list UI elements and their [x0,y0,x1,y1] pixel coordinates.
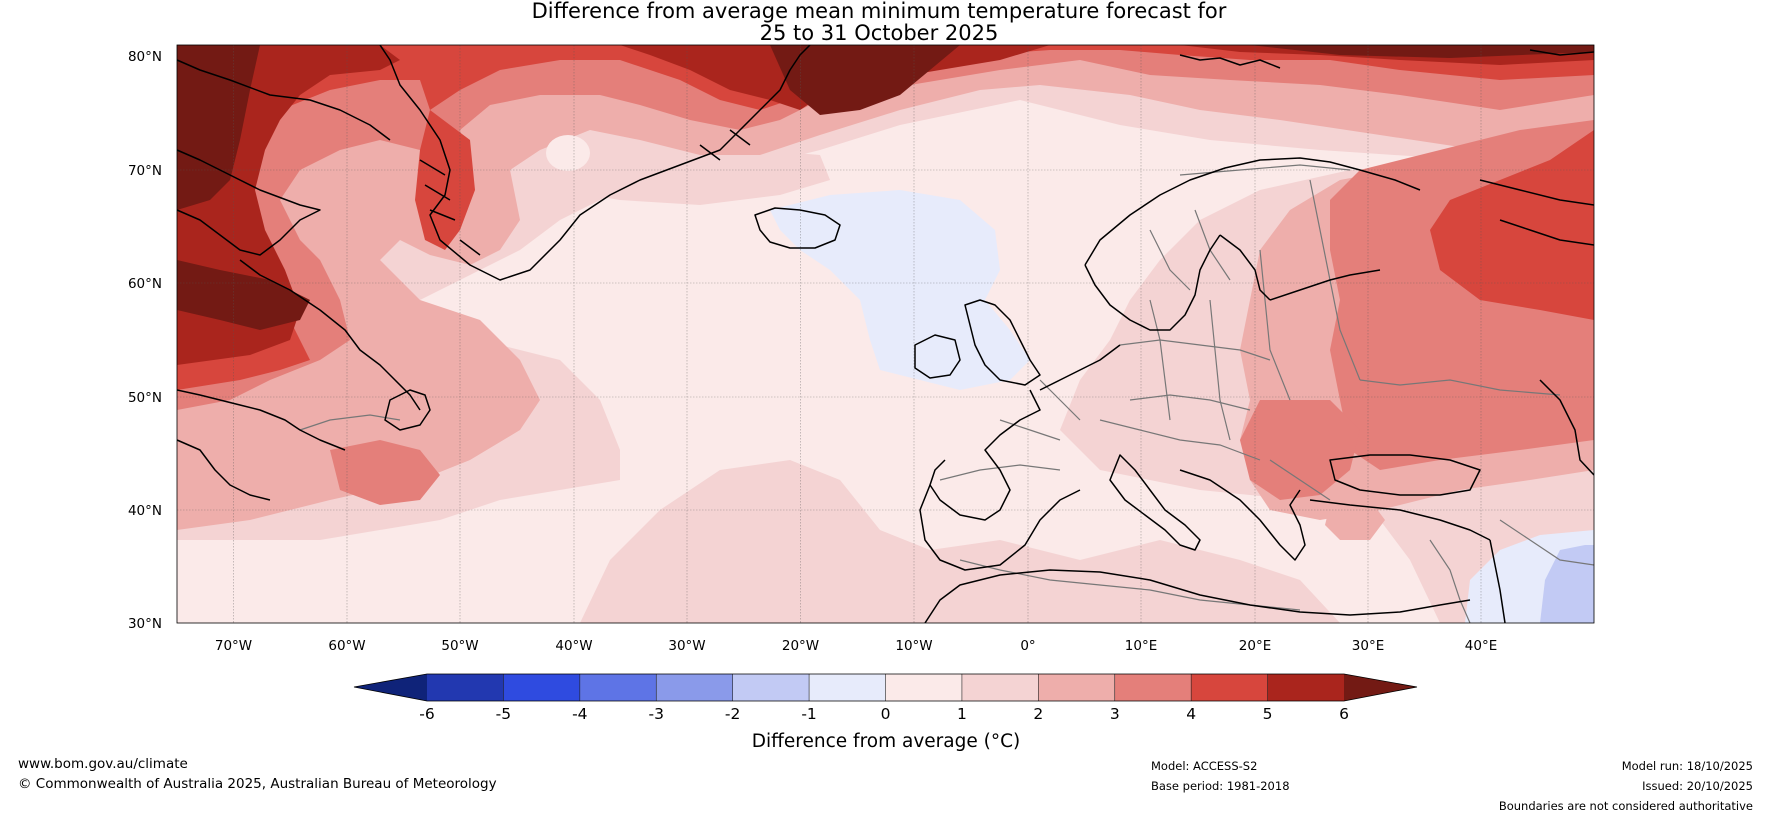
footer-website: www.bom.gov.au/climate [18,756,188,772]
lon-label-40w: 40°W [555,638,592,654]
lon-label-10w: 10°W [895,638,932,654]
colorbar-tick-label: 0 [881,705,891,723]
colorbar-tick-label: -3 [649,705,664,723]
lat-label-40: 40°N [128,503,162,519]
colorbar-tick-label: 3 [1110,705,1120,723]
anomaly-region-above-6-labrador [177,260,310,330]
footer-base-period: Base period: 1981-2018 [1151,779,1290,793]
colorbar: -6 -5 -4 -3 -2 -1 0 1 2 3 4 5 6 Difference from aver… [353,673,1418,752]
lon-label-60w: 60°W [328,638,365,654]
colorbar-tick-label: 4 [1186,705,1196,723]
colorbar-tick-label: -6 [419,705,434,723]
footer-model-run: Model run: 18/10/2025 [1621,759,1753,773]
colorbar-tick-label: -1 [801,705,816,723]
colorbar-outline [353,673,1418,702]
colorbar-cell [656,674,734,701]
latitude-labels: 80°N 70°N 60°N 50°N 40°N 30°N [128,49,162,632]
colorbar-cell [503,674,581,701]
lat-label-30: 30°N [128,616,162,632]
lon-label-70w: 70°W [215,638,252,654]
lon-label-40e: 40°E [1465,638,1497,654]
footer-copyright: © Commonwealth of Australia 2025, Austra… [18,776,497,792]
anomaly-region-1-2-west [177,45,1594,540]
lon-label-30e: 30°E [1352,638,1384,654]
colorbar-cell [732,674,810,701]
colorbar-tick-label: -5 [496,705,511,723]
title-line-1: Difference from average mean minimum tem… [531,0,1227,23]
lon-label-30w: 30°W [668,638,705,654]
colorbar-tick-label: 6 [1339,705,1349,723]
map-gridlines [177,45,1594,623]
anomaly-region-above-6-greenland-sea [770,45,960,115]
colorbar-extend-high [1344,674,1417,701]
colorbar-cell [809,674,886,701]
colorbar-tick-label: -4 [572,705,587,723]
anomaly-region-2-3-aegean [1325,500,1385,540]
colorbar-cell [885,674,963,701]
colorbar-cell [579,674,657,701]
colorbar-extend-low [354,674,427,701]
lon-label-20e: 20°E [1239,638,1271,654]
colorbar-tick-labels: -6 -5 -4 -3 -2 -1 0 1 2 3 4 5 6 [419,705,1349,723]
longitude-labels: 70°W 60°W 50°W 40°W 30°W 20°W 10°W 0° 10… [215,638,1497,654]
colorbar-tick-label: 1 [957,705,967,723]
anomaly-region-3-4-atlantic [330,440,440,505]
anomaly-region-1-2-south [580,460,1340,623]
colorbar-tick-label: 5 [1263,705,1273,723]
anomaly-region-3-4-balkans [1240,400,1360,500]
lat-label-70: 70°N [128,163,162,179]
colorbar-tick-label: -2 [725,705,740,723]
lat-label-50: 50°N [128,390,162,406]
colorbar-cell [427,674,504,701]
coastlines [177,45,1594,623]
anomaly-region-1-2-iceland [540,150,830,205]
lon-label-0: 0° [1020,638,1035,654]
anomaly-region-above-6-baffin [177,45,260,210]
anomaly-region-above-6-arctic [1250,45,1594,58]
temperature-anomaly-map [177,45,1594,623]
lat-label-80: 80°N [128,49,162,65]
footer-issued: Issued: 20/10/2025 [1642,779,1753,793]
colorbar-cell [961,674,1039,701]
colorbar-title: Difference from average (°C) [752,731,1020,752]
anomaly-region-0-1-greenland-spot [546,135,590,171]
colorbar-cells [427,674,1345,701]
footer-model: Model: ACCESS-S2 [1151,759,1258,773]
footer-disclaimer: Boundaries are not considered authoritat… [1498,799,1753,813]
title-line-2: 25 to 31 October 2025 [759,21,999,45]
anomaly-region-4-5-east [1430,130,1594,320]
colorbar-cell [1038,674,1116,701]
map-frame [176,44,1595,624]
lon-label-50w: 50°W [441,638,478,654]
colorbar-cell [1114,674,1192,701]
colorbar-cell [1191,674,1269,701]
colorbar-cell [1267,674,1345,701]
lat-label-60: 60°N [128,276,162,292]
lon-label-10e: 10°E [1125,638,1157,654]
lon-label-20w: 20°W [782,638,819,654]
anomaly-region-2-3-northwest [177,45,1594,530]
anomaly-region-minus2-minus1-levant [1540,545,1594,623]
colorbar-tick-label: 2 [1033,705,1043,723]
